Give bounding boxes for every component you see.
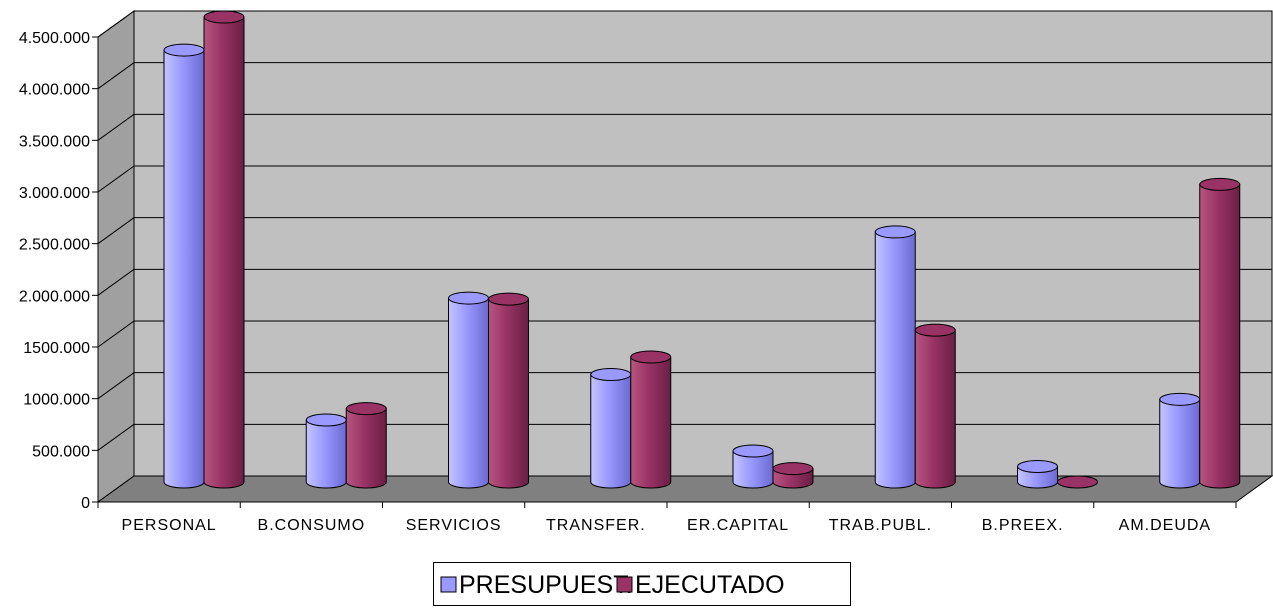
bar-body <box>448 297 489 489</box>
gridline-depth-7 <box>97 113 135 141</box>
y-tick-label-4: 2.000.000 <box>19 288 90 305</box>
y-tick-label-3: 1500.000 <box>23 340 90 357</box>
x-tick-label-0: PERSONAL <box>122 517 217 534</box>
y-tick-label-9: 4.500.000 <box>19 30 90 47</box>
bar-ejecutado-6 <box>1057 475 1098 489</box>
bar-top <box>203 10 245 24</box>
x-tick-label-1: B.CONSUMO <box>258 517 366 534</box>
bar-body <box>630 356 672 489</box>
y-tick-label-6: 3.000.000 <box>19 185 90 202</box>
legend: PRESUPUEST. EJECUTADO <box>433 562 851 606</box>
bar-top <box>305 413 347 427</box>
bar-body <box>1159 398 1201 489</box>
x-tick-label-5: TRAB.PUBL. <box>829 517 932 534</box>
bar-top <box>874 225 916 239</box>
bar-ejecutado-0 <box>203 10 245 489</box>
legend-swatch-presupuest <box>440 576 457 593</box>
bar-presupuest-5 <box>874 225 916 489</box>
bar-top <box>488 292 529 306</box>
gridline-depth-9 <box>97 10 135 38</box>
bar-top <box>1159 392 1201 406</box>
bar-presupuest-3 <box>590 368 632 489</box>
bar-ejecutado-2 <box>488 292 529 489</box>
bar-body <box>488 298 529 489</box>
bar-top <box>1057 475 1098 489</box>
x-tick-label-2: SERVICIOS <box>406 517 502 534</box>
gridline-depth-5 <box>97 217 135 245</box>
bar-presupuest-7 <box>1159 392 1201 489</box>
bar-top <box>772 462 814 476</box>
bar-body <box>345 408 387 489</box>
x-tick-label-4: ER.CAPITAL <box>687 517 789 534</box>
gridline-depth-1 <box>97 423 135 451</box>
bar-presupuest-1 <box>305 413 347 489</box>
y-tick-label-5: 2.500.000 <box>19 237 90 254</box>
bar-top <box>914 323 956 337</box>
bar-presupuest-0 <box>163 43 205 489</box>
x-tick-label-6: B.PREEX. <box>982 517 1064 534</box>
bar-top <box>163 43 205 57</box>
legend-label-ejecutado: EJECUTADO <box>635 571 785 599</box>
bar-top <box>590 368 632 382</box>
gridline-depth-6 <box>97 165 135 193</box>
y-tick-label-0: 0 <box>81 495 90 512</box>
x-tick-label-7: AM.DEUDA <box>1119 517 1211 534</box>
bar-top <box>630 350 672 364</box>
bar-presupuest-4 <box>732 444 774 489</box>
x-tick-label-3: TRANSFER. <box>546 517 646 534</box>
legend-label-presupuest: PRESUPUEST. <box>459 571 633 599</box>
bar-ejecutado-1 <box>345 402 387 489</box>
y-tick-label-1: 500.000 <box>32 443 90 460</box>
bar-top <box>448 291 489 305</box>
bar-body <box>203 16 245 489</box>
gridline-depth-8 <box>97 62 135 90</box>
bar-ejecutado-4 <box>772 462 814 489</box>
bar-presupuest-2 <box>448 291 489 489</box>
legend-swatch-ejecutado <box>616 576 633 593</box>
bar-ejecutado-5 <box>914 323 956 489</box>
bar-body <box>305 419 347 489</box>
bar-top <box>1017 460 1058 473</box>
bar-top <box>345 402 387 416</box>
bar-body <box>590 374 632 489</box>
y-tick-label-7: 3.500.000 <box>19 133 90 150</box>
bar-ejecutado-7 <box>1199 177 1241 489</box>
bar-body <box>914 329 956 489</box>
bar-body <box>1199 183 1241 489</box>
plot-back-wall <box>133 10 1273 477</box>
bar-presupuest-6 <box>1017 460 1058 489</box>
bar-body <box>874 231 916 489</box>
bar-top <box>732 444 774 458</box>
bar-ejecutado-3 <box>630 350 672 489</box>
gridline-depth-3 <box>97 320 135 348</box>
bar-top <box>1199 177 1241 191</box>
gridline-depth-2 <box>97 372 135 400</box>
gridline-depth-4 <box>97 268 135 296</box>
y-tick-label-8: 4.000.000 <box>19 82 90 99</box>
bar-body <box>163 49 205 489</box>
y-tick-label-2: 1000.000 <box>23 392 90 409</box>
